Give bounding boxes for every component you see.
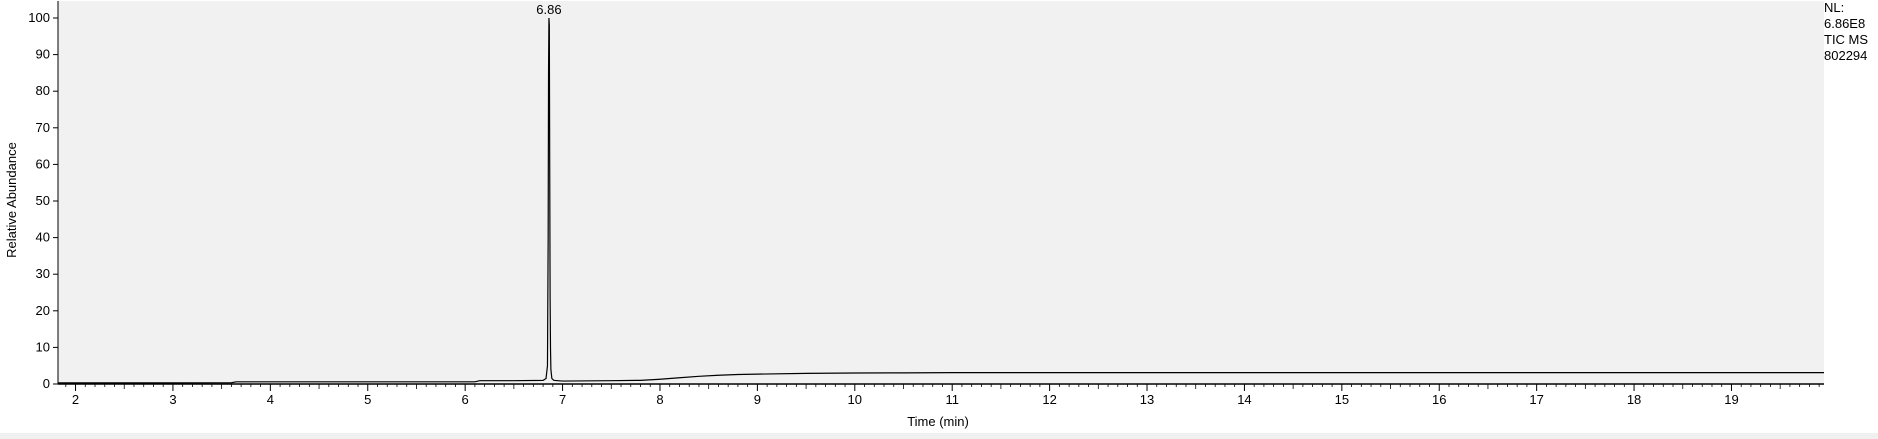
x-tick-label: 10 xyxy=(848,392,862,407)
x-tick-label: 3 xyxy=(169,392,176,407)
x-tick-label: 9 xyxy=(754,392,761,407)
x-tick-label: 5 xyxy=(364,392,371,407)
y-tick-label: 50 xyxy=(36,193,50,208)
x-tick-label: 13 xyxy=(1140,392,1154,407)
bottom-divider xyxy=(0,433,1878,439)
y-tick-label: 90 xyxy=(36,47,50,62)
y-axis-ticks: 0 10 20 30 40 50 60 70 80 90 100 xyxy=(28,10,58,391)
x-tick-label: 7 xyxy=(559,392,566,407)
nl-value: 6.86E8 xyxy=(1824,16,1866,31)
y-tick-label: 20 xyxy=(36,303,50,318)
tic-trace-line xyxy=(58,17,1824,384)
plot-area xyxy=(58,1,1824,383)
x-tick-label: 6 xyxy=(462,392,469,407)
y-tick-label: 40 xyxy=(36,230,50,245)
x-tick-label: 17 xyxy=(1529,392,1543,407)
peak-annotations: 6.86 xyxy=(536,2,561,17)
scan-filter-label: TIC MS xyxy=(1824,32,1869,47)
y-tick-label: 80 xyxy=(36,83,50,98)
x-axis-title: Time (min) xyxy=(907,414,969,429)
y-tick-label: 30 xyxy=(36,266,50,281)
peak-label: 6.86 xyxy=(536,2,561,17)
y-tick-label: 0 xyxy=(43,376,50,391)
x-tick-label: 11 xyxy=(945,392,959,407)
x-tick-label: 2 xyxy=(72,392,79,407)
y-tick-label: 10 xyxy=(36,339,50,354)
x-tick-label: 19 xyxy=(1724,392,1738,407)
nl-label: NL: xyxy=(1824,0,1845,15)
x-tick-label: 15 xyxy=(1335,392,1349,407)
file-id: 802294 xyxy=(1824,48,1868,63)
y-tick-label: 70 xyxy=(36,120,50,135)
x-tick-label: 16 xyxy=(1432,392,1446,407)
y-tick-label: 100 xyxy=(28,10,50,25)
x-tick-label: 4 xyxy=(267,392,274,407)
y-tick-label: 60 xyxy=(36,156,50,171)
x-tick-label: 12 xyxy=(1042,392,1056,407)
y-axis-title: Relative Abundance xyxy=(4,142,19,258)
x-tick-label: 14 xyxy=(1237,392,1251,407)
x-tick-label: 8 xyxy=(656,392,663,407)
normalization-info: NL: 6.86E8 TIC MS 802294 xyxy=(1824,0,1868,64)
x-tick-label: 18 xyxy=(1627,392,1641,407)
x-axis-ticks: 2 3 4 5 6 7 8 9 10 11 12 13 14 15 16 17 18 19 xyxy=(72,384,1739,407)
